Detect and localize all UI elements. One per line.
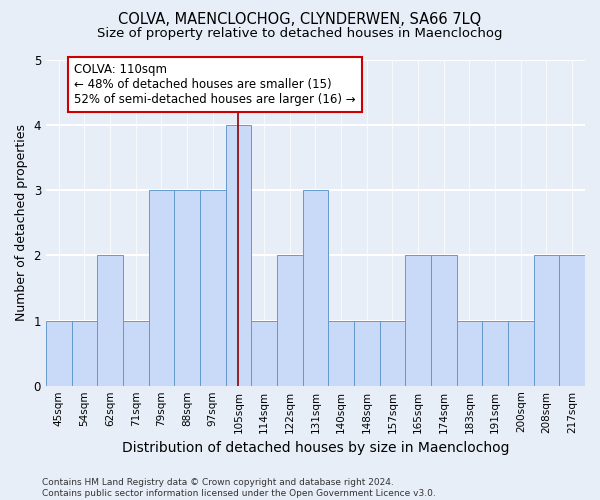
- Bar: [559, 256, 585, 386]
- Bar: [251, 320, 277, 386]
- Y-axis label: Number of detached properties: Number of detached properties: [15, 124, 28, 322]
- Bar: [123, 320, 149, 386]
- Bar: [354, 320, 380, 386]
- Bar: [46, 320, 71, 386]
- Bar: [97, 256, 123, 386]
- Bar: [457, 320, 482, 386]
- Text: COLVA: 110sqm
← 48% of detached houses are smaller (15)
52% of semi-detached hou: COLVA: 110sqm ← 48% of detached houses a…: [74, 64, 356, 106]
- Bar: [482, 320, 508, 386]
- Text: COLVA, MAENCLOCHOG, CLYNDERWEN, SA66 7LQ: COLVA, MAENCLOCHOG, CLYNDERWEN, SA66 7LQ: [118, 12, 482, 28]
- Bar: [328, 320, 354, 386]
- Bar: [302, 190, 328, 386]
- Text: Contains HM Land Registry data © Crown copyright and database right 2024.
Contai: Contains HM Land Registry data © Crown c…: [42, 478, 436, 498]
- Bar: [380, 320, 406, 386]
- Text: Size of property relative to detached houses in Maenclochog: Size of property relative to detached ho…: [97, 28, 503, 40]
- Bar: [533, 256, 559, 386]
- Bar: [406, 256, 431, 386]
- Bar: [431, 256, 457, 386]
- Bar: [200, 190, 226, 386]
- Bar: [71, 320, 97, 386]
- Bar: [508, 320, 533, 386]
- Bar: [174, 190, 200, 386]
- Bar: [277, 256, 302, 386]
- Bar: [226, 125, 251, 386]
- X-axis label: Distribution of detached houses by size in Maenclochog: Distribution of detached houses by size …: [122, 441, 509, 455]
- Bar: [149, 190, 174, 386]
